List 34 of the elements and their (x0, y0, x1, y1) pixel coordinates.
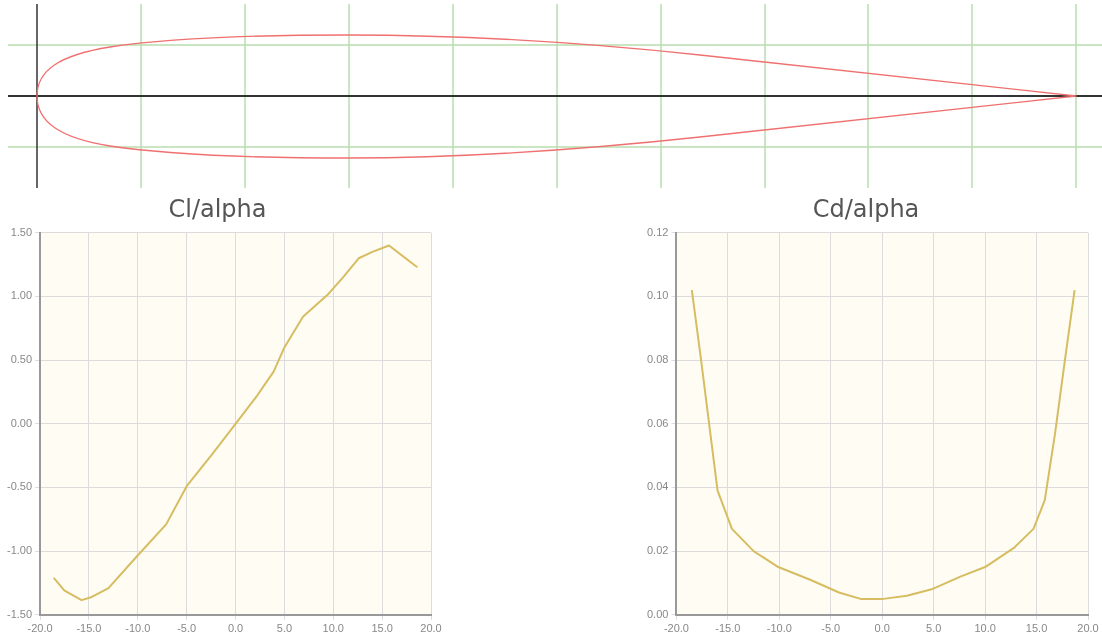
x-tick-label: 15.0 (371, 622, 393, 635)
x-tick-label: 10.0 (322, 622, 344, 635)
x-tick-label: -15.0 (715, 622, 741, 635)
y-tick-label: 0.10 (646, 289, 669, 302)
y-tick-label: 0.00 (646, 607, 669, 620)
x-tick-label: -15.0 (76, 622, 102, 635)
x-tick-label: 20.0 (1077, 622, 1099, 635)
y-tick-label: -1.50 (6, 607, 33, 620)
y-tick-label: -0.50 (6, 480, 33, 493)
chart-title: Cd/alpha (812, 194, 920, 223)
chart-title: Cl/alpha (168, 194, 267, 223)
x-tick-label: -5.0 (177, 622, 197, 635)
x-tick-label: 0.0 (227, 622, 244, 635)
y-tick-label: 0.02 (646, 544, 669, 557)
y-tick-label: 0.12 (646, 225, 669, 238)
x-tick-label: -10.0 (766, 622, 792, 635)
x-tick-label: 5.0 (276, 622, 293, 635)
x-tick-label: -20.0 (663, 622, 689, 635)
x-tick-label: 5.0 (926, 622, 942, 635)
y-tick-label: 1.00 (10, 289, 33, 302)
x-tick-label: 20.0 (420, 622, 442, 635)
x-tick-label: 0.0 (874, 622, 890, 635)
x-tick-label: 10.0 (974, 622, 996, 635)
x-tick-label: -5.0 (821, 622, 841, 635)
y-tick-label: 0.08 (646, 353, 669, 366)
x-tick-label: 15.0 (1025, 622, 1048, 635)
y-tick-label: 1.50 (10, 225, 33, 238)
y-tick-label: 0.50 (10, 353, 33, 366)
y-tick-label: 0.06 (646, 416, 669, 429)
x-tick-label: -10.0 (125, 622, 151, 635)
y-tick-label: 0.00 (10, 416, 33, 429)
x-tick-label: -20.0 (27, 622, 53, 635)
y-tick-label: 0.04 (646, 480, 669, 493)
y-tick-label: -1.00 (6, 544, 33, 557)
